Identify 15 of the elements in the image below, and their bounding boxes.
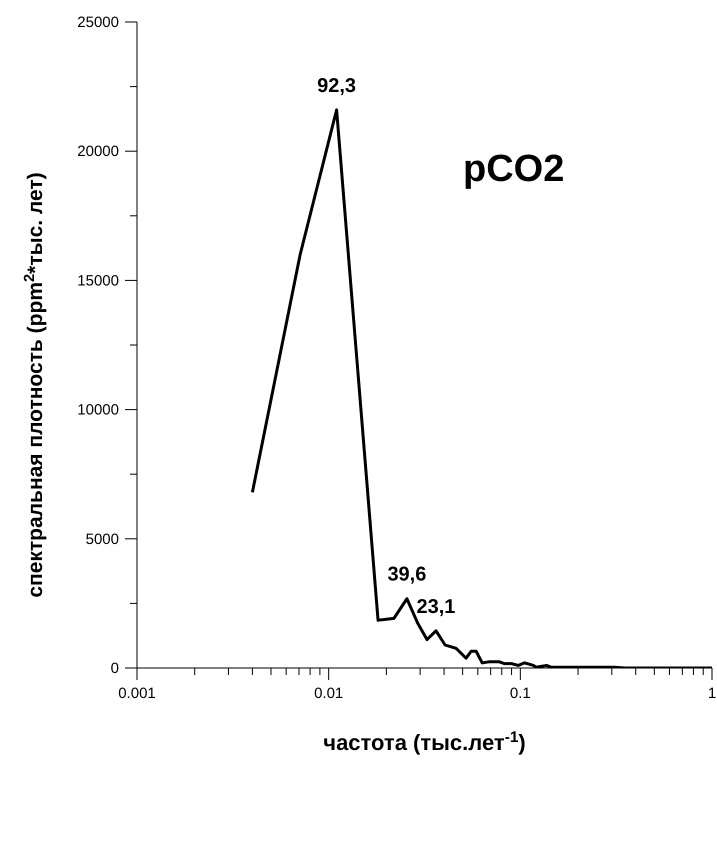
x-tick-label: 0.1 — [510, 685, 531, 702]
annotation: pCO2 — [463, 148, 564, 191]
y-tick-label: 15000 — [77, 272, 119, 290]
annotation: 23,1 — [416, 596, 456, 618]
y-tick-label: 5000 — [86, 530, 119, 548]
x-tick-label: 1 — [708, 685, 716, 702]
y-tick-label: 10000 — [77, 402, 119, 419]
x-tick-label: 0.01 — [314, 685, 344, 702]
annotation: 39,6 — [387, 564, 426, 586]
y-tick-label: 25000 — [77, 14, 119, 31]
y-tick-label: 20000 — [77, 143, 119, 160]
annotation: 92,3 — [317, 74, 356, 97]
x-tick-label: 0.001 — [118, 685, 156, 702]
y-tick-label: 0 — [110, 660, 119, 677]
x-axis-title: частота (тыс.лет$^{-1}$) — [323, 728, 526, 755]
